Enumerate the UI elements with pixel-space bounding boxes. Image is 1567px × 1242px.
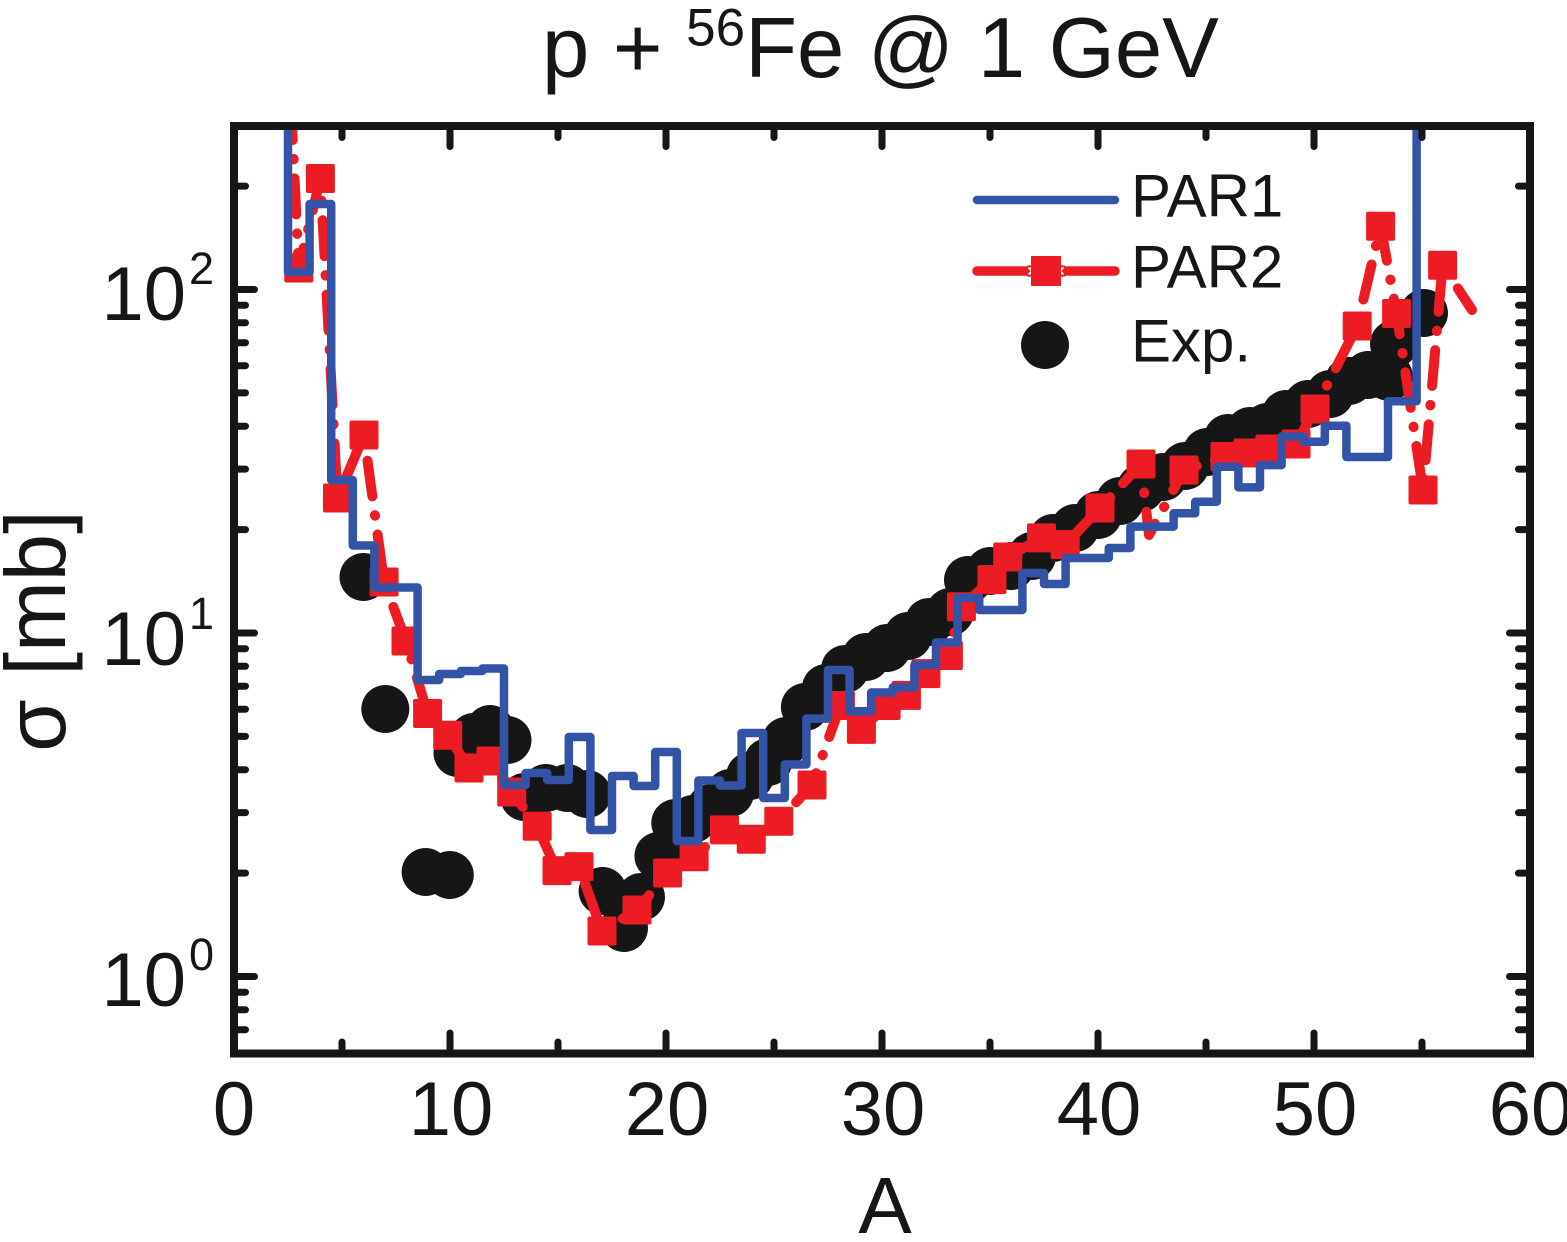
svg-text:10: 10 bbox=[409, 1067, 494, 1152]
svg-text:PAR2: PAR2 bbox=[1131, 234, 1283, 301]
svg-text:Exp.: Exp. bbox=[1131, 308, 1251, 375]
svg-text:60: 60 bbox=[1489, 1067, 1567, 1152]
svg-text:PAR1: PAR1 bbox=[1131, 163, 1283, 230]
svg-text:2: 2 bbox=[189, 243, 214, 294]
svg-text:50: 50 bbox=[1273, 1067, 1358, 1152]
svg-text:0: 0 bbox=[189, 929, 214, 980]
svg-text:A: A bbox=[858, 1161, 912, 1242]
svg-text:30: 30 bbox=[841, 1067, 926, 1152]
svg-text:0: 0 bbox=[213, 1067, 255, 1152]
svg-text:40: 40 bbox=[1057, 1067, 1142, 1152]
svg-text:10: 10 bbox=[101, 938, 186, 1023]
svg-text:10: 10 bbox=[101, 252, 186, 337]
svg-text:p + 56Fe @ 1 GeV: p + 56Fe @ 1 GeV bbox=[542, 0, 1219, 96]
svg-text:1: 1 bbox=[189, 588, 214, 639]
svg-text:20: 20 bbox=[625, 1067, 710, 1152]
svg-text:σ [mb]: σ [mb] bbox=[0, 510, 84, 751]
svg-text:10: 10 bbox=[101, 597, 186, 682]
